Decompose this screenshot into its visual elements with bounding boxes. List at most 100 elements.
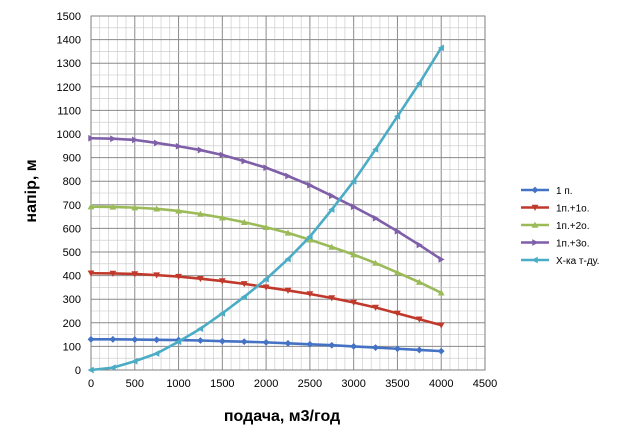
data-point (218, 214, 226, 221)
data-point (197, 146, 204, 154)
y-tick-label: 100 (63, 341, 81, 353)
y-tick-label: 500 (63, 247, 81, 259)
legend-label: 1п.+2о. (556, 221, 590, 232)
data-point (109, 203, 117, 210)
series-3 (87, 203, 445, 296)
tick-labels: 0 500 1000 1500 2000 2500 3000 3500 4000 4500 0 100… (57, 11, 498, 390)
legend-label: 1 п. (556, 186, 573, 197)
data-point (350, 343, 358, 350)
data-point (328, 243, 336, 250)
data-point (87, 335, 95, 343)
series-5 (87, 44, 444, 374)
y-tick-label: 800 (63, 176, 81, 188)
data-point (240, 293, 247, 301)
data-point (197, 325, 204, 333)
y-tick-label: 200 (63, 318, 81, 330)
data-point (415, 79, 423, 87)
data-point (175, 142, 182, 150)
data-point (437, 322, 445, 329)
data-point (175, 338, 182, 346)
data-point (109, 335, 117, 343)
y-tick-label: 1200 (57, 82, 81, 94)
legend-item: Х-ка т-ду. (521, 256, 599, 267)
data-point (88, 134, 95, 142)
data-point (372, 145, 379, 153)
data-point (306, 233, 313, 241)
data-point (262, 338, 270, 346)
data-point (350, 177, 357, 185)
data-point (437, 347, 445, 355)
data-point (328, 295, 336, 302)
y-tick-label: 400 (63, 271, 81, 283)
y-tick-label: 600 (63, 223, 81, 235)
data-point (437, 44, 444, 52)
data-point (131, 204, 139, 211)
data-point (218, 278, 226, 285)
data-point (394, 227, 401, 235)
x-tick-label: 2000 (254, 378, 278, 390)
data-point (415, 316, 423, 323)
data-point (153, 205, 161, 212)
data-point (307, 181, 314, 189)
data-point (285, 172, 292, 180)
legend-label: 1п.+3о. (556, 239, 590, 250)
data-point (394, 112, 401, 120)
x-tick-label: 3000 (341, 378, 365, 390)
legend-marker (531, 256, 538, 264)
plot-area-border (90, 15, 486, 371)
series-4 (88, 134, 445, 263)
x-tick-label: 4500 (473, 378, 497, 390)
legend-marker (531, 186, 539, 194)
data-point (131, 336, 139, 343)
data-point (87, 270, 95, 277)
series-1 (87, 335, 445, 355)
data-point (240, 281, 248, 288)
x-tick-label: 0 (88, 378, 94, 390)
legend-marker (531, 221, 539, 228)
legend-label: Х-ка т-ду. (556, 256, 599, 267)
data-point (87, 203, 95, 210)
data-point (328, 206, 335, 213)
y-tick-label: 0 (75, 365, 81, 377)
data-point (306, 340, 314, 348)
data-point (153, 336, 161, 344)
data-point (284, 255, 291, 263)
data-point (131, 271, 139, 278)
data-point (437, 289, 445, 296)
data-point (110, 135, 117, 143)
data-point (132, 136, 139, 144)
y-tick-label: 700 (63, 200, 81, 212)
data-point (416, 241, 423, 249)
x-tick-label: 2500 (298, 378, 322, 390)
data-point (415, 278, 423, 285)
x-tick-label: 3500 (385, 378, 409, 390)
y-tick-label: 1400 (57, 35, 81, 47)
data-point (284, 229, 292, 236)
data-point (350, 251, 358, 258)
y-tick-label: 1500 (57, 11, 81, 23)
data-point (262, 223, 270, 230)
data-point (153, 350, 160, 357)
y-tick-label: 1100 (57, 105, 81, 117)
data-point (197, 337, 204, 344)
data-point (372, 304, 379, 311)
data-point (87, 366, 94, 374)
x-tick-label: 500 (126, 378, 144, 390)
data-point (109, 364, 116, 372)
legend-item: 1п.+2о. (521, 221, 590, 232)
data-point (218, 337, 226, 345)
data-point (197, 275, 204, 283)
legend-item: 1п.+3о. (521, 239, 590, 250)
legend-label: 1п.+1о. (556, 204, 590, 215)
series-group (87, 44, 445, 374)
data-point (350, 203, 358, 211)
data-point (350, 299, 358, 306)
x-tick-label: 1500 (210, 378, 234, 390)
x-axis-title: подача, м3/год (224, 408, 340, 425)
x-tick-label: 4000 (429, 378, 453, 390)
data-point (175, 273, 182, 280)
legend-item: 1п.+1о. (521, 204, 590, 215)
data-point (394, 269, 401, 276)
y-tick-label: 300 (63, 294, 81, 306)
